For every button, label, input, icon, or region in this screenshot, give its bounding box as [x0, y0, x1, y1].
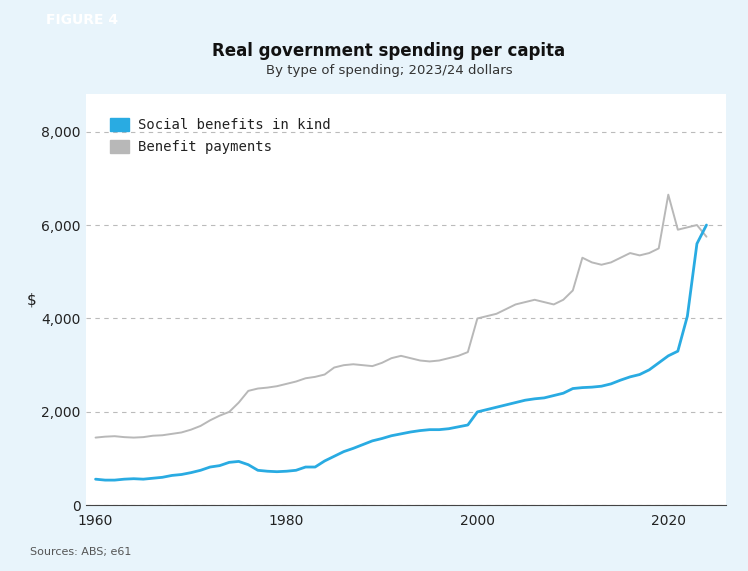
Text: $: $ — [27, 292, 37, 307]
Legend: Social benefits in kind, Benefit payments: Social benefits in kind, Benefit payment… — [105, 114, 334, 158]
Text: Sources: ABS; e61: Sources: ABS; e61 — [30, 546, 132, 557]
Text: Real government spending per capita: Real government spending per capita — [212, 42, 565, 60]
Text: By type of spending; 2023/24 dollars: By type of spending; 2023/24 dollars — [266, 64, 512, 77]
Text: FIGURE 4: FIGURE 4 — [46, 13, 118, 27]
